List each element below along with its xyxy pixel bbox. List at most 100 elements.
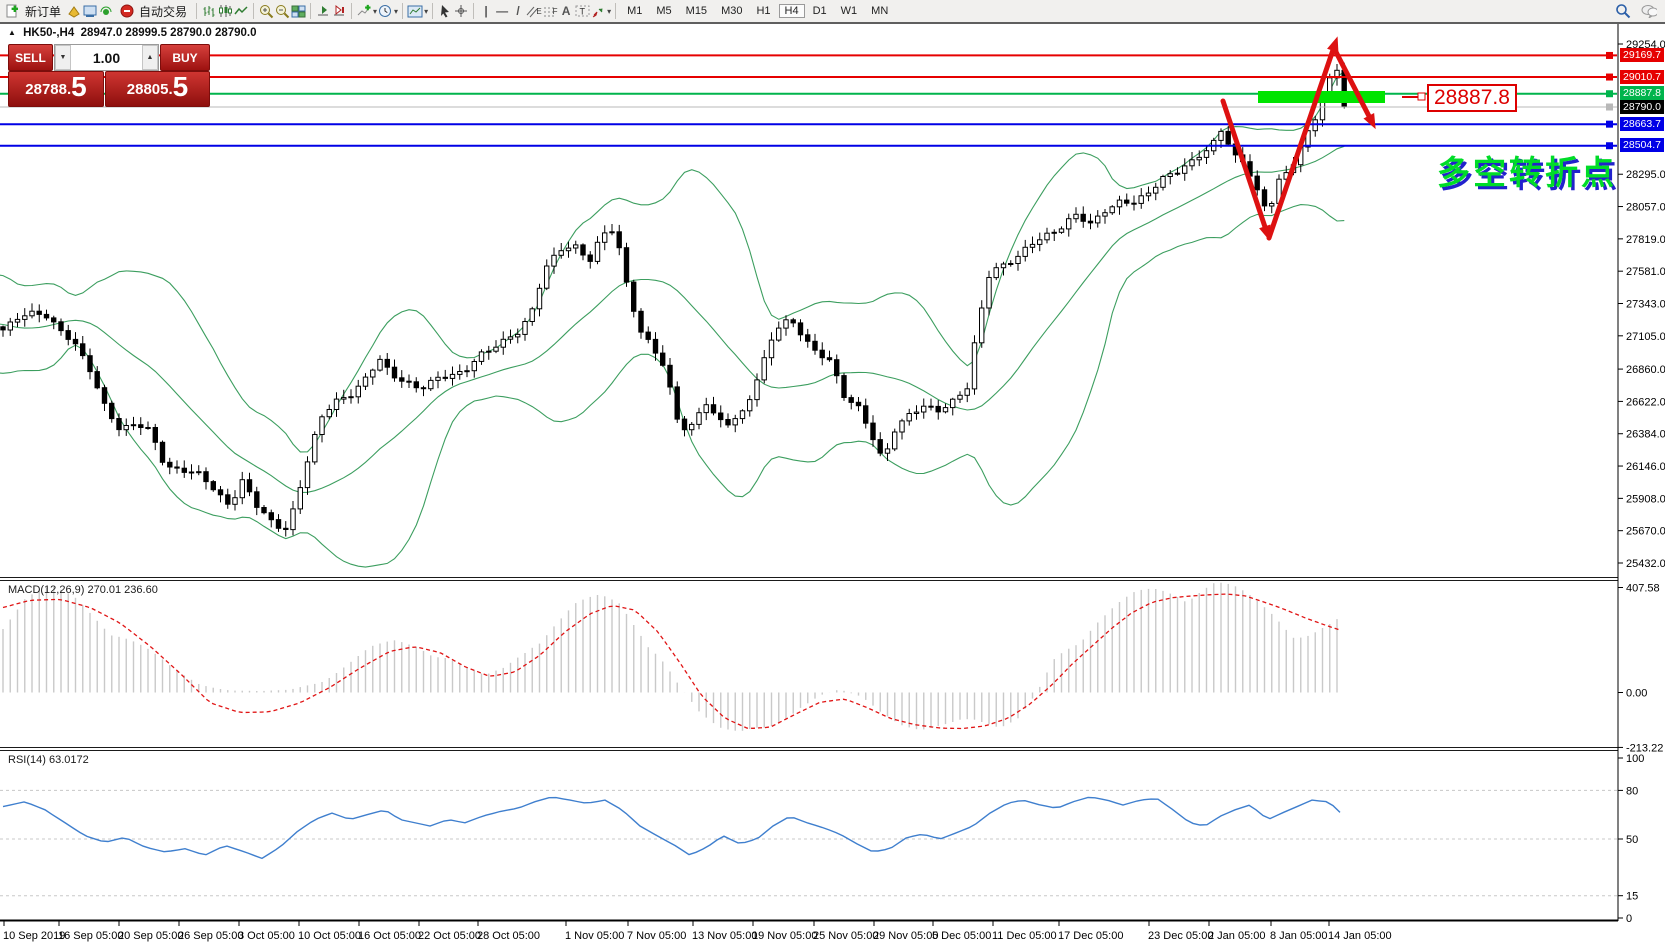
hline-handle[interactable] xyxy=(1606,90,1613,98)
svg-text:25432.0: 25432.0 xyxy=(1626,558,1665,570)
buy-price-panel[interactable]: 28805. 5 xyxy=(105,71,210,107)
chinese-annotation[interactable]: 多空转折点 xyxy=(1437,154,1617,191)
periods-dropdown-icon[interactable]: ▾ xyxy=(394,6,399,16)
autotrading-button[interactable]: 自动交易 xyxy=(114,1,192,21)
timeframe-bar: M1 M5 M15 M30 H1 H4 D1 W1 MN xyxy=(620,4,895,18)
svg-text:28295.0: 28295.0 xyxy=(1626,169,1665,181)
candlestick-series xyxy=(0,62,1347,537)
timeframe-H1[interactable]: H1 xyxy=(756,5,771,17)
buy-price: 28805. xyxy=(126,80,173,98)
signals-icon[interactable] xyxy=(98,4,114,19)
highlight-rectangle[interactable] xyxy=(1258,91,1385,103)
label-icon[interactable]: T xyxy=(574,4,590,19)
hline-handle[interactable] xyxy=(1606,120,1613,128)
channel-icon[interactable]: E xyxy=(526,4,542,19)
trend-arrow-1[interactable] xyxy=(1220,98,1271,241)
callout-handle[interactable] xyxy=(1417,92,1426,101)
zoom-out-icon[interactable] xyxy=(274,4,290,19)
macd-pane[interactable] xyxy=(2,582,1342,731)
auto-scroll-icon[interactable] xyxy=(315,4,331,19)
timeframe-M1[interactable]: M1 xyxy=(627,5,643,17)
hline-handle[interactable] xyxy=(1606,73,1613,81)
trend-arrow-3[interactable] xyxy=(1333,49,1376,130)
trend-arrow-2[interactable] xyxy=(1266,36,1339,241)
rsi-pane[interactable] xyxy=(0,789,1618,897)
symbols-icon[interactable] xyxy=(66,4,82,19)
svg-text:26146.0: 26146.0 xyxy=(1626,461,1665,473)
fibonacci-icon[interactable]: F xyxy=(542,4,558,19)
svg-text:19 Nov 05:00: 19 Nov 05:00 xyxy=(752,930,817,942)
svg-text:-213.22: -213.22 xyxy=(1626,742,1663,754)
hline-handle[interactable] xyxy=(1606,51,1613,59)
trendline-icon[interactable]: / xyxy=(516,4,520,18)
timeframe-M15[interactable]: M15 xyxy=(685,5,708,17)
search-icon[interactable] xyxy=(1615,4,1631,19)
main-chart-pane[interactable] xyxy=(0,62,1347,568)
price-axis-ticks[interactable]: 29254.028295.028057.027819.027581.027343… xyxy=(1618,39,1665,570)
arrows-icon[interactable] xyxy=(590,4,606,19)
price-level-label-29010.7[interactable]: 29010.7 xyxy=(1620,69,1664,84)
svg-text:0.00: 0.00 xyxy=(1626,688,1647,700)
timeframe-M5[interactable]: M5 xyxy=(656,5,672,17)
arrows-dropdown-icon[interactable]: ▾ xyxy=(607,6,612,16)
svg-text:15: 15 xyxy=(1626,891,1638,903)
svg-text:22 Oct 05:00: 22 Oct 05:00 xyxy=(418,930,481,942)
volume-value[interactable]: 1.00 xyxy=(92,49,121,66)
crosshair-icon[interactable] xyxy=(453,4,469,19)
hline-handle[interactable] xyxy=(1606,103,1613,111)
text-icon[interactable]: A xyxy=(561,4,571,18)
svg-text:25908.0: 25908.0 xyxy=(1626,493,1665,505)
rsi-line xyxy=(2,796,1341,860)
hline-handle[interactable] xyxy=(1606,142,1613,150)
svg-text:29 Nov 05:00: 29 Nov 05:00 xyxy=(873,930,938,942)
sell-button[interactable]: SELL xyxy=(8,44,53,71)
chat-icon[interactable] xyxy=(1641,4,1657,19)
price-level-label-28504.7[interactable]: 28504.7 xyxy=(1620,138,1664,153)
templates-icon[interactable] xyxy=(407,4,423,19)
timeframe-D1[interactable]: D1 xyxy=(812,5,827,17)
price-level-label-28663.7[interactable]: 28663.7 xyxy=(1620,116,1664,131)
timeframe-W1[interactable]: W1 xyxy=(840,5,858,17)
volume-down-button[interactable]: ▼ xyxy=(55,45,71,70)
cursor-icon[interactable] xyxy=(437,4,453,19)
svg-text:27819.0: 27819.0 xyxy=(1626,234,1665,246)
price-callout-box[interactable]: 28887.8 xyxy=(1427,84,1517,112)
data-window-icon[interactable] xyxy=(82,4,98,19)
periods-icon[interactable] xyxy=(377,4,393,19)
volume-up-button[interactable]: ▲ xyxy=(142,45,158,70)
svg-text:50: 50 xyxy=(1626,834,1638,846)
volume-control: ▼ 1.00 ▲ xyxy=(54,44,159,71)
chart-shift-icon[interactable] xyxy=(331,4,347,19)
buy-button[interactable]: BUY xyxy=(160,44,210,71)
sell-price-panel[interactable]: 28788. 5 xyxy=(8,71,104,107)
timeframe-MN[interactable]: MN xyxy=(871,5,889,17)
bar-chart-icon[interactable] xyxy=(201,4,217,19)
line-chart-icon[interactable] xyxy=(233,4,249,19)
price-level-label-28887.8[interactable]: 28887.8 xyxy=(1620,86,1664,101)
price-level-label-29169.7[interactable]: 29169.7 xyxy=(1620,47,1664,62)
collapse-triangle-icon[interactable]: ▲ xyxy=(8,28,16,37)
timeframe-H4[interactable]: H4 xyxy=(778,4,805,18)
sell-price-pip: 5 xyxy=(71,71,87,102)
bollinger-middle xyxy=(0,145,1345,493)
indicators-icon[interactable] xyxy=(356,4,372,19)
svg-text:11 Dec 05:00: 11 Dec 05:00 xyxy=(992,930,1057,942)
price-level-label-28790.0[interactable]: 28790.0 xyxy=(1620,99,1664,114)
svg-text:13 Nov 05:00: 13 Nov 05:00 xyxy=(692,930,757,942)
svg-text:80: 80 xyxy=(1626,785,1638,797)
indicators-dropdown-icon[interactable]: ▾ xyxy=(373,6,378,16)
tile-windows-icon[interactable] xyxy=(290,4,306,19)
candlestick-icon[interactable] xyxy=(217,4,233,19)
svg-text:3 Oct 05:00: 3 Oct 05:00 xyxy=(238,930,295,942)
zoom-in-icon[interactable] xyxy=(258,4,274,19)
vertical-line-icon[interactable]: | xyxy=(484,4,488,18)
new-order-button[interactable]: 新订单 xyxy=(0,1,66,21)
svg-text:10 Sep 2019: 10 Sep 2019 xyxy=(3,930,65,942)
templates-dropdown-icon[interactable]: ▾ xyxy=(424,6,429,16)
svg-text:25 Nov 05:00: 25 Nov 05:00 xyxy=(813,930,878,942)
horizontal-line-icon[interactable]: — xyxy=(496,4,509,18)
timeframe-M30[interactable]: M30 xyxy=(721,5,743,17)
svg-text:28057.0: 28057.0 xyxy=(1626,202,1665,214)
